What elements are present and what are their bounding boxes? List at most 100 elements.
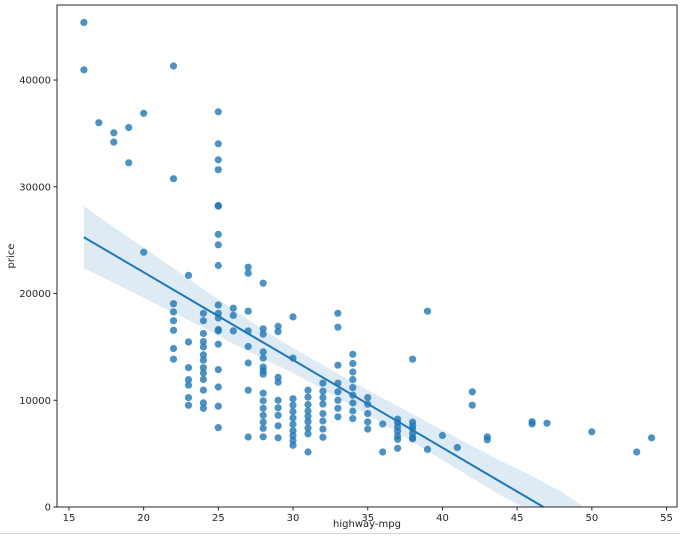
data-point [274, 411, 282, 419]
data-point [364, 418, 372, 426]
data-point [259, 348, 267, 356]
data-point [319, 410, 327, 418]
x-tick-label: 20 [137, 513, 150, 524]
data-point [259, 279, 267, 287]
data-point [199, 309, 207, 317]
data-point [304, 412, 312, 420]
data-point [289, 313, 297, 321]
data-point [349, 376, 357, 384]
data-point [289, 420, 297, 428]
data-point [274, 422, 282, 430]
data-point [80, 66, 88, 74]
data-point [319, 394, 327, 402]
data-point [304, 386, 312, 394]
data-point [199, 386, 207, 394]
data-point [110, 129, 118, 137]
data-point [304, 407, 312, 415]
data-point [214, 402, 222, 410]
regression-line [83, 236, 544, 508]
data-point [334, 404, 342, 412]
data-point [199, 404, 207, 412]
data-point [169, 317, 178, 325]
data-point [289, 414, 297, 422]
data-point [289, 407, 297, 416]
data-point [199, 375, 207, 383]
data-point [214, 241, 222, 249]
data-point [169, 62, 178, 70]
x-axis-label: highway-mpg [333, 519, 401, 530]
data-point [633, 448, 641, 456]
data-point [364, 394, 372, 402]
data-point [304, 448, 312, 456]
data-point [423, 307, 432, 315]
data-point [409, 355, 417, 363]
y-axis-label: price [6, 244, 17, 269]
data-point [199, 338, 207, 346]
data-point [214, 202, 222, 210]
data-point [95, 119, 103, 127]
data-point [334, 323, 342, 331]
y-tick-label: 30000 [19, 182, 51, 193]
data-point [274, 328, 282, 336]
data-point [319, 425, 327, 433]
data-point [199, 317, 207, 325]
data-point [214, 340, 222, 348]
data-point [199, 364, 207, 372]
data-point [334, 413, 342, 421]
data-point [184, 338, 193, 346]
y-tick-label: 10000 [19, 396, 51, 407]
data-point [199, 329, 207, 338]
data-point [274, 434, 282, 442]
x-tick-label: 15 [63, 513, 76, 524]
data-point [349, 407, 357, 415]
data-point [304, 430, 312, 438]
data-point [289, 441, 297, 449]
data-point [468, 401, 476, 409]
data-point [214, 261, 222, 270]
data-point [259, 404, 267, 412]
data-point [184, 271, 193, 279]
data-point [140, 248, 148, 256]
data-point [334, 379, 342, 387]
regression-line-layer [83, 236, 544, 508]
data-point [259, 325, 267, 333]
data-point [453, 443, 461, 452]
data-point [244, 359, 252, 367]
data-point [334, 361, 342, 369]
data-point [648, 434, 656, 442]
data-point [289, 401, 297, 409]
y-tick-label: 0 [45, 503, 51, 514]
data-point [349, 368, 357, 376]
data-point [304, 424, 312, 432]
y-tick-label: 20000 [19, 289, 51, 300]
data-point [349, 359, 357, 368]
data-point [214, 166, 222, 174]
data-point [244, 307, 252, 315]
data-point [259, 418, 267, 426]
data-point [588, 428, 596, 436]
data-point [214, 156, 222, 164]
data-point [289, 395, 297, 403]
data-point [244, 327, 252, 335]
data-point [184, 364, 193, 372]
data-point [184, 376, 193, 384]
data-point [229, 304, 237, 312]
data-point [379, 420, 387, 428]
data-point [169, 308, 178, 316]
data-point [169, 175, 178, 183]
data-point [199, 399, 207, 407]
y-tick-label: 40000 [19, 76, 51, 87]
data-point [214, 301, 222, 309]
x-tick-label: 35 [361, 513, 374, 524]
data-point [274, 378, 282, 386]
data-point [199, 369, 207, 377]
data-point [319, 417, 327, 425]
data-points-layer [80, 18, 656, 456]
data-point [244, 263, 252, 271]
data-point [184, 381, 193, 389]
data-point [349, 350, 357, 358]
data-point [259, 330, 267, 338]
x-tick-label: 40 [436, 513, 449, 524]
data-point [274, 322, 282, 330]
data-point [483, 436, 491, 444]
